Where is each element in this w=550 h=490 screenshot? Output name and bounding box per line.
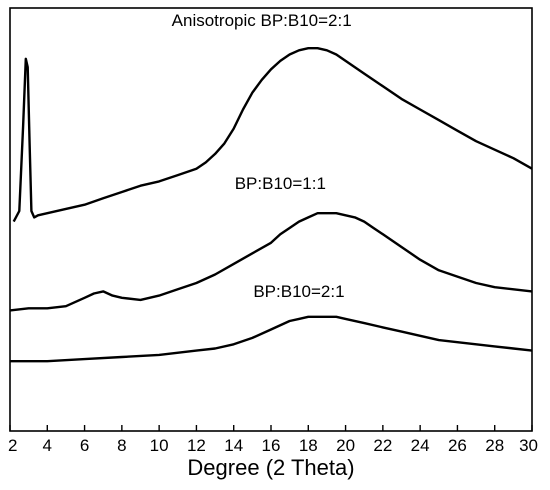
series-line-2 xyxy=(9,212,533,312)
x-tick-label-2: 2 xyxy=(8,436,17,455)
x-axis-title: Degree (2 Theta) xyxy=(187,455,354,480)
x-tick-label-6: 6 xyxy=(80,436,89,455)
x-tick-label-24: 24 xyxy=(411,436,430,455)
x-tick-label-26: 26 xyxy=(448,436,467,455)
series-line-1 xyxy=(12,47,533,223)
x-tick-label-30: 30 xyxy=(519,436,538,455)
series-label-1: Anisotropic BP:B10=2:1 xyxy=(172,11,352,30)
x-tick-label-4: 4 xyxy=(43,436,52,455)
series-layer xyxy=(9,47,533,363)
series-label-2: BP:B10=1:1 xyxy=(235,174,326,193)
series-label-3: BP:B10=2:1 xyxy=(253,282,344,301)
x-tick-label-10: 10 xyxy=(150,436,169,455)
x-tick-label-18: 18 xyxy=(299,436,318,455)
x-axis: 2 4 6 8 10 12 14 16 18 20 22 24 26 28 30 xyxy=(8,425,538,455)
series-labels: Anisotropic BP:B10=2:1 BP:B10=1:1 BP:B10=2… xyxy=(172,11,352,301)
x-tick-label-22: 22 xyxy=(373,436,392,455)
plot-frame xyxy=(9,7,533,432)
x-tick-label-28: 28 xyxy=(485,436,504,455)
series-line-3 xyxy=(10,315,533,363)
x-tick-label-20: 20 xyxy=(336,436,355,455)
x-tick-label-12: 12 xyxy=(187,436,206,455)
x-tick-label-14: 14 xyxy=(224,436,243,455)
x-tick-label-8: 8 xyxy=(117,436,126,455)
x-tick-label-16: 16 xyxy=(262,436,281,455)
